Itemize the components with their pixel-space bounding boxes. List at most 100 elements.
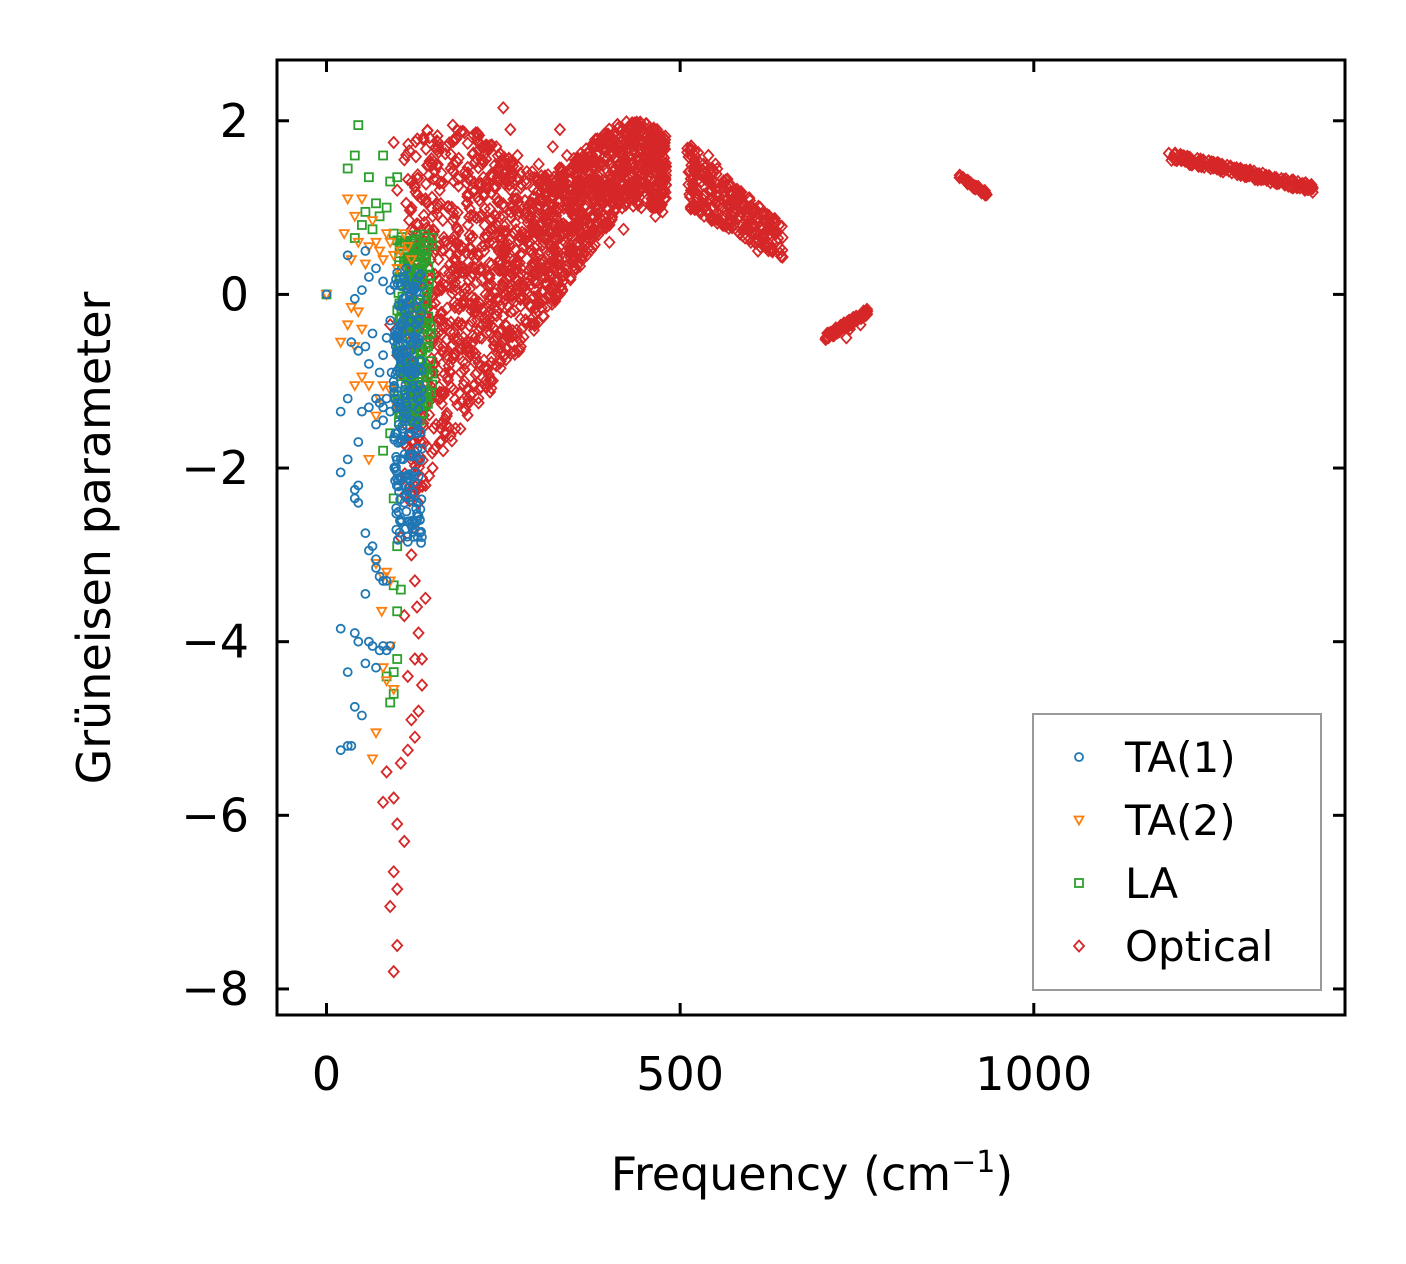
data-point xyxy=(381,202,392,213)
data-point xyxy=(744,219,758,234)
data-point xyxy=(697,192,710,207)
data-point xyxy=(366,754,379,766)
data-point xyxy=(389,463,400,474)
data-point xyxy=(571,153,585,167)
data-point xyxy=(560,200,574,215)
data-point xyxy=(540,299,554,314)
data-point xyxy=(470,210,483,225)
data-point xyxy=(378,576,389,586)
data-point xyxy=(490,139,503,154)
data-point xyxy=(644,160,657,175)
data-point xyxy=(407,515,418,526)
data-point xyxy=(1165,153,1178,168)
data-point xyxy=(722,178,736,193)
data-point xyxy=(493,292,507,307)
data-point xyxy=(461,339,475,354)
data-point xyxy=(698,166,712,180)
data-point xyxy=(705,183,719,198)
data-point xyxy=(561,196,574,211)
data-point xyxy=(821,326,834,341)
data-point xyxy=(507,226,521,241)
ticks-layer xyxy=(277,60,1345,1015)
data-point xyxy=(528,170,541,185)
data-point xyxy=(656,177,669,192)
data-point xyxy=(349,701,360,712)
data-point xyxy=(400,523,411,534)
data-point xyxy=(416,526,427,537)
data-point xyxy=(454,422,467,436)
data-point xyxy=(447,174,461,189)
data-point xyxy=(552,201,565,216)
x-axis-title-close: ) xyxy=(995,1147,1013,1201)
legend-label: TA(2) xyxy=(1124,796,1236,845)
data-point xyxy=(631,166,644,180)
data-point xyxy=(586,226,600,241)
data-point xyxy=(514,177,528,191)
data-point xyxy=(371,198,381,209)
data-point xyxy=(369,411,383,423)
data-point xyxy=(338,229,351,240)
data-point xyxy=(490,303,504,318)
data-point xyxy=(620,131,633,145)
data-point xyxy=(353,345,364,356)
data-point xyxy=(411,167,425,182)
data-point xyxy=(527,266,540,281)
data-point xyxy=(496,196,510,211)
data-point xyxy=(608,151,622,165)
data-point xyxy=(606,174,620,189)
data-point xyxy=(417,208,431,223)
data-point xyxy=(647,146,660,161)
data-point xyxy=(378,350,389,361)
data-point xyxy=(371,419,381,430)
data-point xyxy=(473,296,487,311)
data-point xyxy=(553,261,567,276)
data-point xyxy=(713,189,726,203)
data-point xyxy=(412,427,423,438)
data-point xyxy=(419,324,430,335)
data-point xyxy=(346,337,357,348)
data-point xyxy=(541,217,554,232)
data-point xyxy=(490,291,503,306)
data-point xyxy=(461,408,474,423)
data-point xyxy=(473,330,486,345)
data-point xyxy=(539,270,553,284)
data-point xyxy=(527,219,541,234)
data-point xyxy=(509,222,523,237)
data-point xyxy=(969,179,983,194)
data-point xyxy=(436,443,450,458)
data-point xyxy=(644,128,658,143)
data-point xyxy=(414,294,425,305)
data-point xyxy=(608,192,621,207)
legend-item-optical: Optical xyxy=(1072,922,1273,971)
data-point xyxy=(431,201,445,215)
data-point xyxy=(564,270,578,284)
data-point xyxy=(444,147,458,162)
data-point xyxy=(589,200,602,215)
data-point xyxy=(514,333,527,348)
data-point xyxy=(401,263,412,274)
data-point xyxy=(415,678,429,692)
data-point xyxy=(380,676,393,688)
data-point xyxy=(690,186,704,201)
data-point xyxy=(560,148,574,163)
data-point xyxy=(419,142,433,156)
data-point xyxy=(497,278,510,293)
data-point xyxy=(441,200,454,214)
data-point xyxy=(416,532,427,543)
data-point xyxy=(497,100,510,115)
data-point xyxy=(355,324,368,336)
data-point xyxy=(380,229,393,240)
data-point xyxy=(371,263,381,274)
data-point xyxy=(385,285,396,296)
data-point xyxy=(514,311,527,326)
data-point xyxy=(521,230,534,244)
y-axis-title: Grüneisen parameter xyxy=(67,291,121,784)
data-point xyxy=(544,258,557,273)
legend-marker xyxy=(1072,939,1086,953)
data-point xyxy=(684,142,698,156)
data-point xyxy=(606,127,620,141)
data-point xyxy=(592,192,606,206)
data-point xyxy=(426,461,439,475)
data-point xyxy=(1253,170,1267,185)
data-point xyxy=(659,156,673,170)
